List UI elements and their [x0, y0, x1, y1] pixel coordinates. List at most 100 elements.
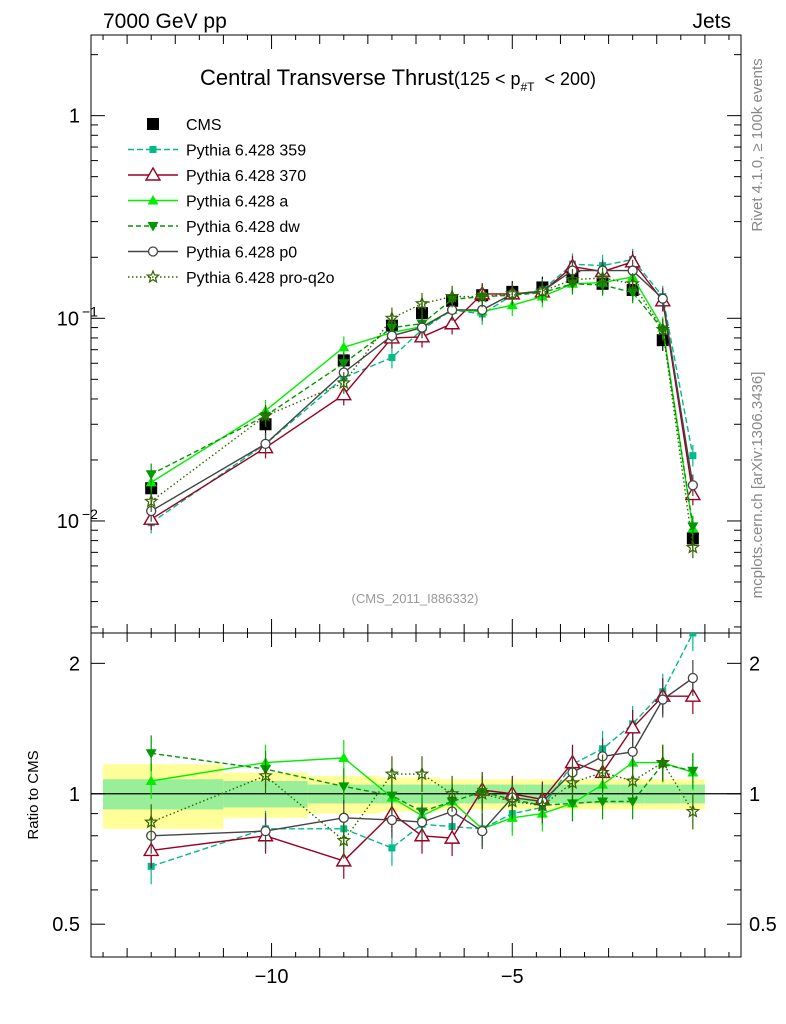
series-p370	[142, 251, 702, 530]
marker	[597, 797, 609, 807]
marker	[338, 341, 350, 352]
ratio-line	[151, 695, 693, 862]
main-series	[142, 248, 702, 559]
marker	[595, 270, 610, 285]
ratio-series-pq2o	[143, 744, 701, 859]
chart-title-end: < 200)	[545, 69, 597, 89]
legend-label: Pythia 6.428 dw	[186, 219, 300, 236]
legend-label: Pythia 6.428 a	[186, 194, 288, 211]
marker	[147, 118, 159, 130]
marker	[655, 321, 671, 336]
y-tick-exponent: −1	[82, 303, 98, 319]
marker	[627, 746, 638, 757]
marker	[655, 754, 671, 769]
legend-label: CMS	[186, 117, 222, 134]
x-tick-label: −10	[255, 966, 289, 988]
ratio-y-tick-label: 0.5	[52, 914, 80, 936]
marker	[386, 814, 398, 826]
mcplots-label: mcplots.cern.ch [arXiv:1306.3436]	[749, 372, 766, 599]
marker	[624, 719, 641, 734]
ratio-y-tick-label: 1	[69, 784, 80, 806]
marker	[505, 793, 520, 808]
series-pq2o	[143, 267, 701, 559]
marker	[685, 539, 701, 554]
ratio-series	[142, 633, 702, 885]
series-line	[150, 276, 694, 529]
marker	[149, 146, 157, 153]
marker	[627, 797, 639, 807]
marker	[416, 816, 428, 828]
marker	[443, 315, 461, 330]
marker	[657, 694, 668, 705]
marker	[147, 222, 159, 232]
marker	[505, 286, 520, 301]
marker	[474, 288, 490, 303]
marker	[687, 480, 699, 491]
marker	[388, 844, 396, 852]
marker	[386, 330, 398, 341]
marker	[625, 276, 640, 291]
marker	[388, 354, 396, 362]
marker	[535, 283, 550, 298]
marker	[444, 786, 460, 800]
marker	[338, 752, 350, 762]
marker	[689, 633, 697, 637]
ratio-y-tick-label-right: 0.5	[749, 914, 777, 936]
marker	[689, 452, 697, 460]
marker	[338, 812, 349, 823]
legend-label: Pythia 6.428 359	[186, 143, 306, 160]
marker	[335, 852, 352, 867]
ratio-y-tick-label: 2	[69, 653, 80, 675]
marker	[535, 797, 550, 812]
marker	[145, 269, 161, 284]
ratio-ylabel: Ratio to CMS	[25, 750, 42, 839]
marker	[477, 825, 488, 837]
analysis-label: (CMS_2011_I886332)	[352, 591, 479, 606]
marker	[595, 764, 610, 779]
marker	[414, 766, 430, 781]
marker	[625, 773, 640, 788]
marker	[384, 766, 400, 781]
marker	[687, 766, 699, 777]
chart-title-sub: #T	[520, 80, 535, 94]
marker	[143, 493, 159, 508]
marker	[336, 832, 352, 847]
chart-title-suffix: (125 < p	[454, 69, 521, 89]
marker	[384, 310, 400, 325]
marker	[145, 470, 157, 480]
y-tick-exponent: −2	[82, 506, 98, 522]
rivet-label: Rivet 4.1.0, ≥ 100k events	[749, 58, 766, 231]
ratio-uncertainty-band	[91, 764, 741, 829]
marker	[260, 438, 271, 450]
marker	[338, 782, 350, 792]
header-left: 7000 GeV pp	[103, 10, 227, 33]
legend-label: Pythia 6.428 p0	[186, 245, 297, 262]
ratio-y-tick-label-right: 2	[749, 653, 760, 675]
y-tick-label: 10	[57, 308, 79, 330]
legend-label: Pythia 6.428 pro-q2o	[186, 270, 335, 287]
marker	[258, 768, 273, 783]
marker	[566, 799, 578, 809]
marker	[258, 408, 273, 423]
marker	[444, 288, 460, 303]
marker	[386, 791, 398, 802]
marker	[687, 672, 699, 684]
ratio-line	[151, 752, 694, 813]
header-right: Jets	[692, 10, 731, 33]
marker	[143, 814, 159, 829]
marker	[260, 825, 271, 837]
series-line	[150, 258, 694, 524]
series-line	[150, 283, 694, 527]
series-line	[150, 277, 694, 548]
marker	[657, 293, 668, 304]
axes: 110 −110 −2−10 −52 21 10.5 0.5	[52, 35, 777, 988]
marker	[565, 272, 580, 286]
marker	[147, 246, 159, 257]
chart-title-main: Central Transverse Thrust	[200, 65, 454, 90]
marker	[144, 166, 162, 181]
marker	[443, 829, 461, 844]
marker	[474, 786, 490, 800]
legend-label: Pythia 6.428 370	[186, 168, 306, 185]
marker	[145, 775, 157, 786]
